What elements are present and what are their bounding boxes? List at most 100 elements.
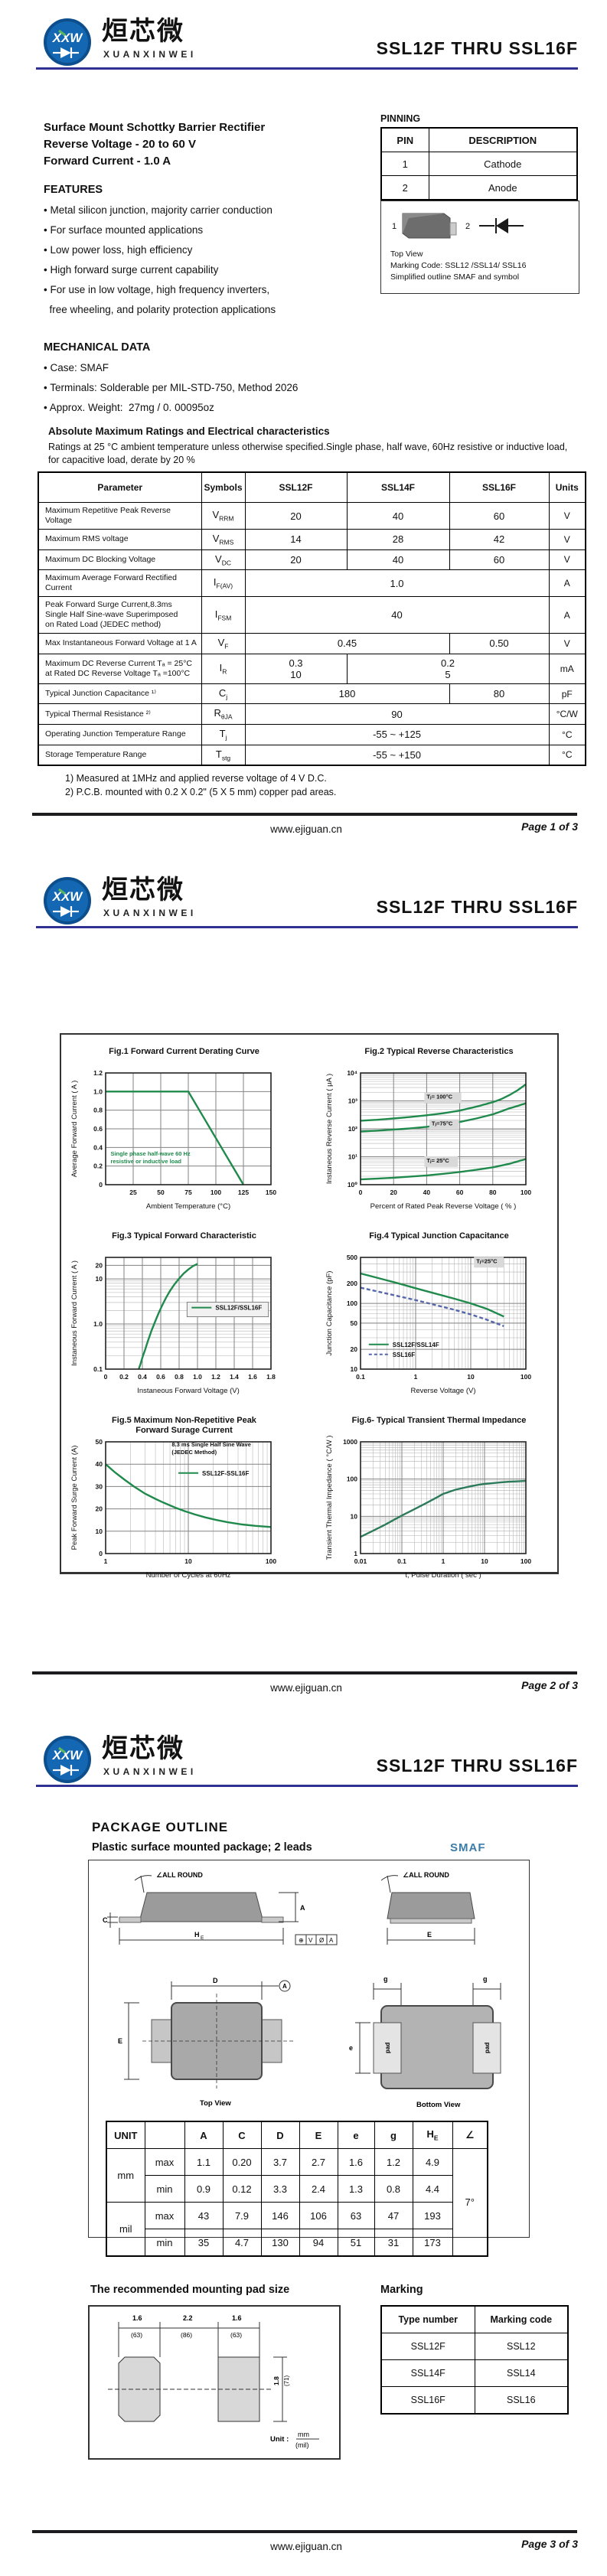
- table-cell: 0.50: [449, 633, 550, 654]
- table-row: SSL16F SSL16: [380, 2386, 569, 2415]
- svg-text:50: 50: [96, 1438, 103, 1446]
- table-cell: A: [548, 569, 586, 598]
- chart-series: [360, 1272, 504, 1318]
- features-heading: FEATURES: [44, 184, 103, 196]
- page-1: XXW 烜芯微 XUANXINWEI SSL12F THRU SSL16F Su…: [0, 0, 607, 859]
- symbol-main: R: [214, 707, 221, 719]
- svg-text:100: 100: [266, 1557, 276, 1565]
- svg-text:C: C: [103, 1916, 108, 1924]
- symbol-subscript: θJA: [220, 712, 233, 721]
- footer-site-url: www.ejiguan.cn: [270, 1682, 342, 1694]
- legend-entry: SSL12F-SSL16F: [202, 1470, 249, 1477]
- fig5-peak-forward-surge-current-chart: Fig.5 Maximum Non-Repetitive Peak Forwar…: [67, 1413, 301, 1590]
- symbol-subscript: j: [225, 733, 227, 742]
- table-cell: RθJA: [201, 703, 246, 725]
- svg-text:0.6: 0.6: [93, 1125, 103, 1133]
- symbol-main: H: [426, 2128, 434, 2141]
- symbol-subscript: RRM: [219, 514, 234, 523]
- svg-text:2.2: 2.2: [183, 2314, 193, 2322]
- table-cell: Tj: [201, 723, 246, 745]
- svg-text:V: V: [308, 1937, 313, 1944]
- svg-text:40: 40: [423, 1189, 431, 1196]
- table-cell: Tstg: [201, 744, 246, 766]
- y-axis-label: Peak Forward Surge Current (A): [70, 1446, 79, 1550]
- svg-text:A: A: [282, 1983, 287, 1990]
- brand-name-cn: 烜芯微: [102, 1734, 184, 1763]
- symbol-subscript: F: [224, 642, 229, 651]
- table-cell: 47: [374, 2202, 413, 2229]
- table-cell: 1.3: [337, 2175, 375, 2203]
- legend-entry: SSL12F/SSL14F: [393, 1342, 439, 1348]
- table-cell: 63: [337, 2202, 375, 2229]
- header-rule: [36, 1785, 578, 1787]
- table-cell: 1: [380, 152, 429, 176]
- table-cell: 14: [244, 529, 348, 550]
- svg-text:125: 125: [238, 1189, 249, 1196]
- table-cell: VDC: [201, 549, 246, 571]
- y-axis-label: Junction Capacitance (pF): [325, 1271, 334, 1356]
- table-row: min 35 4.7 130 94 51 31 173: [106, 2229, 488, 2257]
- chart-annotation: Single phase half-wave 60 Hz: [110, 1150, 190, 1157]
- diode-symbol-icon: [496, 218, 508, 233]
- header-rule: [36, 67, 578, 70]
- table-cell: 4.4: [412, 2175, 453, 2203]
- svg-text:0.8: 0.8: [175, 1373, 184, 1381]
- svg-text:20: 20: [390, 1189, 397, 1196]
- svg-text:0.4: 0.4: [138, 1373, 147, 1381]
- footer-page-number: Page 3 of 3: [521, 2538, 578, 2550]
- table-cell: 42: [449, 529, 550, 550]
- table-cell: Peak Forward Surge Current,8.3ms Single …: [38, 596, 202, 634]
- list-item: free wheeling, and polarity protection a…: [44, 304, 276, 315]
- table-row: Parameter Symbols SSL12F SSL14F SSL16F Units: [38, 471, 586, 503]
- chart-title: Fig.4 Typical Junction Capacitance: [369, 1231, 509, 1241]
- table-cell: 3.3: [260, 2175, 300, 2203]
- svg-text:80: 80: [489, 1189, 497, 1196]
- chart-canvas: 0.01 0.1 1 10 100 1 10 100 1000 t, Pulse Duration…: [325, 1436, 531, 1580]
- brand-name-cn: 烜芯微: [102, 876, 184, 905]
- table-cell: Maximum DC Blocking Voltage: [38, 549, 202, 571]
- fig6-transient-thermal-impedance-chart: Fig.6- Typical Transient Thermal Impedan…: [322, 1413, 556, 1590]
- footnote-1: 1) Measured at 1MHz and applied reverse …: [65, 773, 327, 784]
- table-cell: SSL12F: [380, 2333, 475, 2360]
- table-cell: Cathode: [428, 152, 578, 176]
- chart-annotation: Tⱼ= 25°C: [426, 1157, 449, 1164]
- table-cell: 60: [449, 502, 550, 530]
- svg-text:0.1: 0.1: [356, 1373, 365, 1381]
- symbol-subscript: j: [226, 693, 228, 701]
- table-cell: 0.12: [222, 2175, 262, 2203]
- pinning-table: PIN DESCRIPTION 1 Cathode 2 Anode: [380, 127, 578, 201]
- chart-canvas: 25 50 75 100 125 150 0 0.2 0.4 0.6 0.8 1.0 1.2 Ambien…: [70, 1069, 276, 1211]
- list-item: • High forward surge current capability: [44, 264, 219, 276]
- svg-text:XXW: XXW: [52, 31, 84, 45]
- footer-page-number: Page 2 of 3: [521, 1679, 578, 1691]
- table-cell: 40: [346, 502, 450, 530]
- table-cell: SSL12: [474, 2333, 569, 2360]
- symbol-main: V: [212, 509, 220, 521]
- list-item: • Approx. Weight: 27mg / 0. 00095oz: [44, 402, 214, 413]
- svg-text:1.6: 1.6: [132, 2314, 142, 2322]
- table-cell: Cj: [201, 683, 246, 705]
- table-cell: °C: [548, 723, 586, 745]
- svg-text:H: H: [194, 1931, 200, 1939]
- table-row: SSL14F SSL14: [380, 2359, 569, 2387]
- table-row: Typical Junction Capacitance ¹⁾ Cj 180 80 pF: [38, 683, 586, 705]
- svg-text:0: 0: [104, 1373, 108, 1381]
- svg-text:1.4: 1.4: [230, 1373, 239, 1381]
- table-header-cell: A: [184, 2121, 224, 2149]
- svg-text:10: 10: [351, 1365, 358, 1373]
- svg-text:pad: pad: [384, 2043, 391, 2053]
- brand-logo-icon: XXW: [44, 1736, 91, 1783]
- page-header-brand: XXW 烜芯微 XUANXINWEI: [42, 876, 364, 926]
- table-header-cell: g: [374, 2121, 413, 2149]
- chart-title: Fig.3 Typical Forward Characteristic: [112, 1231, 256, 1241]
- list-item: • Low power loss, high efficiency: [44, 244, 193, 256]
- table-cell: 0.8: [374, 2175, 413, 2203]
- table-cell: A: [548, 596, 586, 634]
- x-axis-label: Number of Cycles at 60Hz: [146, 1571, 231, 1580]
- svg-text:1: 1: [414, 1373, 418, 1381]
- table-cell: 4.7: [222, 2229, 262, 2257]
- table-row: Type number Marking code: [380, 2305, 569, 2333]
- chart-canvas: 0 20 40 60 80 100 10⁰ 10¹ 10² 10³ 10⁴ Percent of Ra…: [325, 1069, 531, 1211]
- svg-text:10³: 10³: [348, 1097, 357, 1105]
